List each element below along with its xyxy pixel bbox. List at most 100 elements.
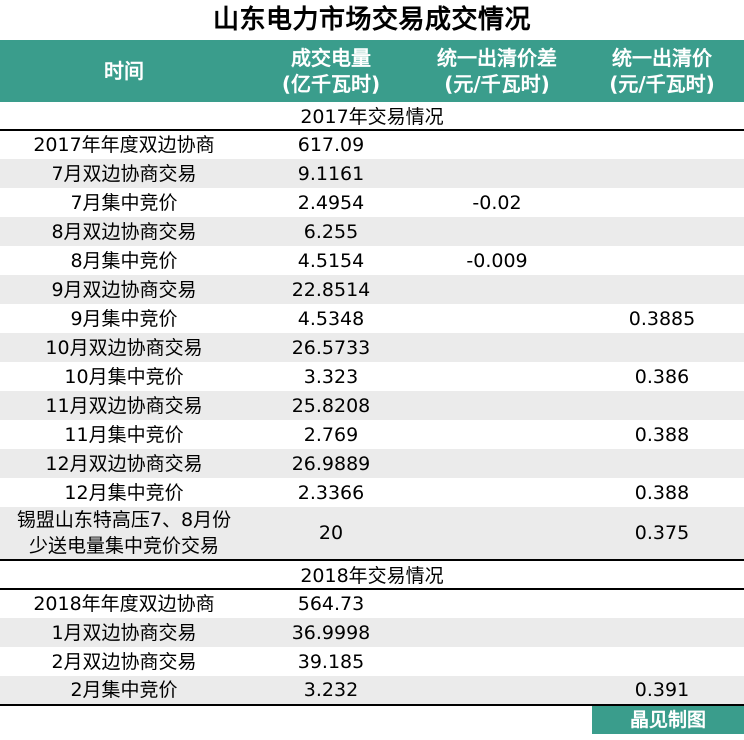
table-row: 12月集中竞价 2.3366 0.388 — [0, 478, 744, 507]
cell-clearing-price: 0.386 — [634, 365, 690, 388]
cell-clearing-price: 0.375 — [580, 507, 744, 560]
section-title: 2017年交易情况 — [0, 102, 744, 131]
table-row: 11月集中竞价 2.769 0.388 — [0, 420, 744, 449]
table-row: 7月双边协商交易 9.1161 — [0, 159, 744, 188]
cell-clearing-price — [580, 217, 744, 246]
cell-clearing-price — [580, 333, 744, 362]
cell-clearing-price: 0.3885 — [628, 307, 696, 330]
table-row: 12月双边协商交易 26.9889 — [0, 449, 744, 478]
cell-clearing-price — [580, 449, 744, 478]
credit-row: 晶见制图 — [0, 706, 744, 734]
table-row: 2月双边协商交易 39.185 — [0, 647, 744, 676]
cell-time: 2017年年度双边协商 — [33, 134, 215, 156]
header-row: 时间 成交电量 (亿千瓦时) 统一出清价差 (元/千瓦时) 统一出清价 (元/千… — [0, 40, 744, 102]
cell-clearing-price — [580, 589, 744, 618]
cell-clearing-price: 0.388 — [634, 481, 690, 504]
cell-time: 锡盟山东特高压7、8月份 少送电量集中竞价交易 — [0, 507, 248, 560]
cell-clearing-price: 0.391 — [580, 676, 744, 706]
col-header-volume: 成交电量 (亿千瓦时) — [248, 40, 414, 102]
col-header-clearing-price-unit: (元/千瓦时) — [609, 72, 715, 96]
section-title: 2018年交易情况 — [0, 559, 744, 590]
cell-price-diff — [414, 304, 580, 333]
cell-price-diff — [414, 449, 580, 478]
table-row: 10月集中竞价 3.323 0.386 — [0, 362, 744, 391]
cell-price-diff — [414, 130, 580, 159]
cell-clearing-price — [580, 618, 744, 647]
cell-time: 10月集中竞价 — [64, 365, 184, 388]
page-title: 山东电力市场交易成交情况 — [212, 5, 531, 35]
table-row: 2月集中竞价 3.232 0.391 — [0, 676, 744, 706]
cell-clearing-price — [580, 159, 744, 188]
cell-price-diff — [414, 478, 580, 507]
table-row: 8月集中竞价 4.5154 -0.009 — [0, 246, 744, 275]
cell-volume: 3.323 — [303, 365, 359, 388]
cell-volume: 2.3366 — [297, 481, 365, 504]
cell-price-diff — [414, 159, 580, 188]
cell-clearing-price — [580, 647, 744, 676]
cell-price-diff — [414, 391, 580, 420]
cell-volume: 2.769 — [303, 423, 359, 446]
cell-clearing-price — [580, 246, 744, 275]
section-header-row: 2018年交易情况 — [0, 559, 744, 590]
cell-volume: 20 — [248, 507, 414, 560]
cell-volume: 4.5348 — [297, 307, 365, 330]
cell-volume: 36.9998 — [248, 618, 414, 647]
table-row: 9月集中竞价 4.5348 0.3885 — [0, 304, 744, 333]
cell-clearing-price — [580, 130, 744, 159]
table-row: 锡盟山东特高压7、8月份 少送电量集中竞价交易 20 0.375 — [0, 507, 744, 560]
cell-time: 9月集中竞价 — [70, 307, 178, 330]
cell-time: 11月双边协商交易 — [0, 391, 248, 420]
cell-time: 7月集中竞价 — [70, 191, 178, 214]
col-header-time-label: 时间 — [104, 59, 144, 83]
table-row: 1月双边协商交易 36.9998 — [0, 618, 744, 647]
table-row: 8月双边协商交易 6.255 — [0, 217, 744, 246]
col-header-price-diff: 统一出清价差 (元/千瓦时) — [414, 40, 580, 102]
cell-time: 2月集中竞价 — [0, 676, 248, 706]
col-header-price-diff-label: 统一出清价差 — [437, 46, 557, 70]
cell-price-diff — [414, 507, 580, 560]
cell-time: 8月双边协商交易 — [0, 217, 248, 246]
table-row: 2018年年度双边协商 564.73 — [0, 589, 744, 618]
cell-price-diff — [414, 589, 580, 618]
cell-price-diff: -0.009 — [466, 249, 528, 272]
cell-price-diff: -0.02 — [472, 191, 522, 214]
cell-time: 9月双边协商交易 — [0, 275, 248, 304]
cell-clearing-price — [580, 275, 744, 304]
infographic-page: 山东电力市场交易成交情况 时间 成交电量 (亿千瓦时) 统一出清价差 (元/千瓦… — [0, 4, 744, 734]
cell-volume: 4.5154 — [297, 249, 365, 272]
cell-volume: 39.185 — [297, 650, 365, 673]
cell-volume: 9.1161 — [248, 159, 414, 188]
cell-clearing-price — [580, 188, 744, 217]
cell-time: 2018年年度双边协商 — [33, 593, 215, 615]
cell-clearing-price: 0.388 — [634, 423, 690, 446]
col-header-time: 时间 — [0, 40, 248, 102]
col-header-price-diff-unit: (元/千瓦时) — [444, 72, 550, 96]
cell-time: 12月双边协商交易 — [0, 449, 248, 478]
cell-volume: 6.255 — [248, 217, 414, 246]
cell-price-diff — [414, 362, 580, 391]
cell-volume: 25.8208 — [248, 391, 414, 420]
cell-volume: 22.8514 — [248, 275, 414, 304]
cell-clearing-price — [580, 391, 744, 420]
cell-price-diff — [414, 217, 580, 246]
cell-volume: 26.5733 — [248, 333, 414, 362]
table-row: 7月集中竞价 2.4954 -0.02 — [0, 188, 744, 217]
trading-table: 时间 成交电量 (亿千瓦时) 统一出清价差 (元/千瓦时) 统一出清价 (元/千… — [0, 40, 744, 706]
cell-price-diff — [414, 676, 580, 706]
col-header-volume-unit: (亿千瓦时) — [281, 72, 381, 96]
cell-volume: 3.232 — [248, 676, 414, 706]
cell-time: 8月集中竞价 — [70, 249, 178, 272]
table-row: 2017年年度双边协商 617.09 — [0, 130, 744, 159]
cell-time: 12月集中竞价 — [64, 481, 184, 504]
credit-badge: 晶见制图 — [592, 706, 744, 734]
cell-volume: 617.09 — [297, 134, 365, 156]
cell-price-diff — [414, 333, 580, 362]
cell-volume: 564.73 — [297, 593, 365, 615]
cell-time: 2月双边协商交易 — [51, 650, 197, 673]
section-header-row: 2017年交易情况 — [0, 102, 744, 131]
cell-time: 7月双边协商交易 — [0, 159, 248, 188]
table-row: 11月双边协商交易 25.8208 — [0, 391, 744, 420]
cell-time: 10月双边协商交易 — [0, 333, 248, 362]
cell-volume: 2.4954 — [297, 191, 365, 214]
table-row: 9月双边协商交易 22.8514 — [0, 275, 744, 304]
